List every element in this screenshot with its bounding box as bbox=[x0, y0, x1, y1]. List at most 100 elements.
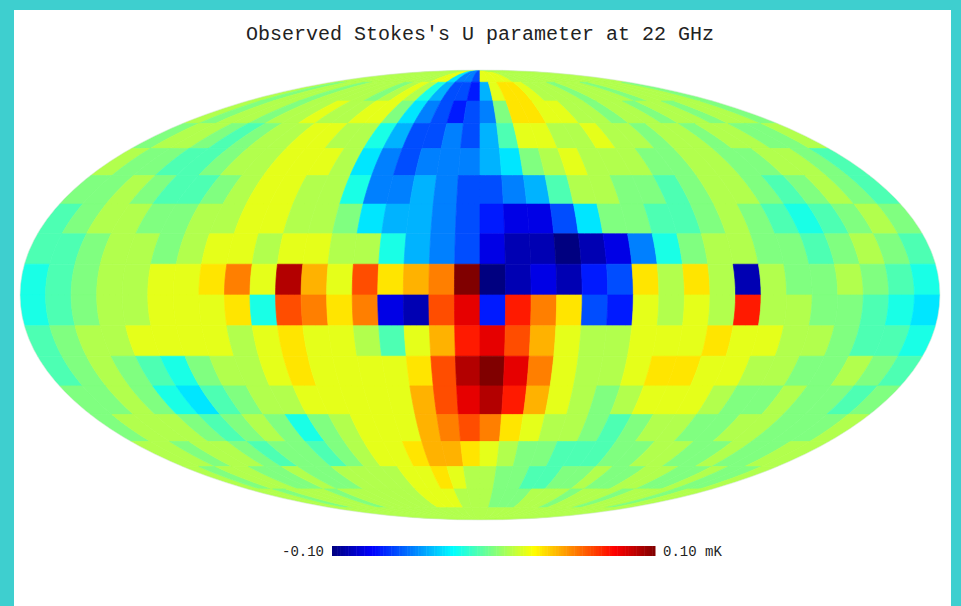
sky-cell bbox=[327, 295, 354, 326]
sky-cell bbox=[480, 386, 503, 415]
sky-cell bbox=[613, 489, 700, 508]
sky-cell bbox=[173, 264, 201, 295]
sky-cell bbox=[529, 234, 556, 264]
sky-cell bbox=[97, 295, 126, 326]
sky-cell bbox=[327, 264, 354, 295]
sky-cell bbox=[480, 70, 622, 82]
sky-cell bbox=[554, 326, 581, 356]
sky-cell bbox=[429, 295, 455, 326]
sky-cell bbox=[441, 442, 463, 467]
sky-cell bbox=[531, 264, 557, 295]
sky-cell bbox=[403, 295, 429, 326]
sky-cell bbox=[480, 204, 505, 234]
sky-cell bbox=[761, 442, 829, 467]
sky-cell bbox=[708, 264, 736, 295]
sky-cell bbox=[467, 489, 480, 508]
sky-cell bbox=[455, 234, 480, 264]
sky-cell bbox=[352, 264, 379, 295]
sky-cell bbox=[455, 70, 480, 82]
sky-cell bbox=[378, 264, 404, 295]
sky-cell bbox=[380, 508, 480, 520]
sky-cell bbox=[430, 70, 480, 82]
sky-cell bbox=[438, 508, 480, 520]
sky-cell bbox=[463, 467, 480, 489]
sky-cell bbox=[761, 123, 829, 148]
sky-cell bbox=[472, 70, 480, 82]
sky-cell bbox=[378, 295, 404, 326]
sky-cell bbox=[71, 264, 100, 295]
sky-cell bbox=[480, 148, 502, 175]
sky-cell bbox=[480, 234, 505, 264]
sky-cell bbox=[46, 295, 75, 326]
sky-cell bbox=[382, 204, 410, 234]
colorbar bbox=[332, 546, 656, 556]
sky-cell bbox=[758, 264, 786, 295]
sky-cell bbox=[380, 70, 480, 82]
sky-cell bbox=[406, 204, 433, 234]
sky-cell bbox=[431, 204, 457, 234]
sky-cell bbox=[250, 264, 277, 295]
sky-cell bbox=[480, 508, 622, 520]
chart: Observed Stokes's U parameter at 22 GHz-… bbox=[0, 0, 961, 606]
sky-cell bbox=[810, 148, 870, 175]
panel bbox=[14, 10, 951, 606]
sky-cell bbox=[457, 386, 480, 415]
sky-cell bbox=[463, 508, 480, 520]
sky-cell bbox=[330, 70, 480, 82]
sky-cell bbox=[328, 234, 357, 264]
sky-cell bbox=[834, 264, 863, 295]
sky-cell bbox=[148, 295, 176, 326]
sky-cell bbox=[581, 264, 608, 295]
sky-cell bbox=[898, 326, 936, 356]
sky-cell bbox=[898, 234, 936, 264]
colorbar-tick-label: 0.10 mK bbox=[663, 544, 722, 560]
sky-cell bbox=[632, 295, 659, 326]
colorbar-tick-label: -0.10 bbox=[282, 544, 324, 560]
sky-cell bbox=[480, 442, 499, 467]
sky-cell bbox=[556, 295, 582, 326]
sky-cell bbox=[860, 295, 889, 326]
sky-cell bbox=[877, 204, 922, 234]
sky-cell bbox=[422, 508, 480, 520]
sky-cell bbox=[458, 414, 480, 441]
sky-cell bbox=[433, 386, 458, 415]
sky-cell bbox=[224, 295, 252, 326]
sky-cell bbox=[758, 295, 786, 326]
sky-cell bbox=[458, 148, 480, 175]
map-frame bbox=[20, 70, 940, 520]
sky-cell bbox=[607, 295, 634, 326]
sky-cell bbox=[404, 234, 431, 264]
sky-cell bbox=[441, 123, 463, 148]
sky-cell bbox=[480, 414, 502, 441]
sky-cell bbox=[224, 264, 252, 295]
sky-cell bbox=[429, 264, 455, 295]
colorbar-swatch bbox=[652, 546, 655, 556]
sky-cell bbox=[301, 295, 328, 326]
sky-cell bbox=[463, 70, 480, 82]
sky-cell bbox=[461, 123, 480, 148]
sky-cell bbox=[303, 326, 333, 356]
sky-cell bbox=[372, 70, 480, 82]
sky-cell bbox=[578, 326, 606, 356]
sky-cell bbox=[457, 176, 480, 205]
sky-cell bbox=[463, 101, 480, 123]
sky-cell bbox=[438, 70, 480, 82]
sky-cell bbox=[480, 508, 613, 520]
sky-cell bbox=[20, 295, 50, 326]
sky-cell bbox=[379, 234, 406, 264]
sky-map bbox=[20, 70, 940, 520]
sky-cell bbox=[422, 70, 480, 82]
sky-cell bbox=[480, 326, 505, 356]
sky-cell bbox=[632, 264, 659, 295]
sky-cell bbox=[397, 70, 480, 82]
sky-cell bbox=[429, 234, 455, 264]
sky-cell bbox=[472, 508, 480, 520]
sky-cell bbox=[885, 264, 914, 295]
sky-cell bbox=[622, 489, 714, 508]
sky-cell bbox=[480, 70, 613, 82]
sky-cell bbox=[410, 386, 437, 415]
sky-cell bbox=[46, 264, 75, 295]
sky-cell bbox=[502, 386, 527, 415]
sky-cell bbox=[404, 326, 431, 356]
sky-cell bbox=[430, 508, 480, 520]
